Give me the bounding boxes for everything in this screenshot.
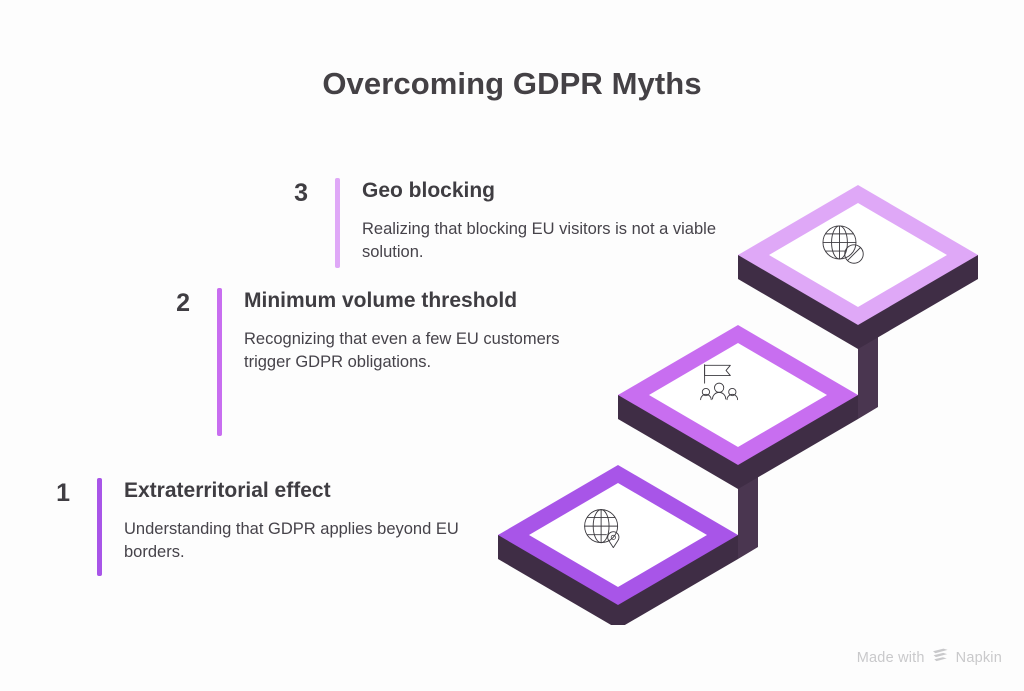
step-text-2: Minimum volume threshold Recognizing tha…	[244, 288, 570, 375]
step-accent-bar-2	[217, 288, 222, 436]
step-2-plate-face	[649, 343, 827, 447]
watermark-brand: Napkin	[955, 649, 1002, 666]
step-description-2: Recognizing that even a few EU customers…	[244, 330, 560, 372]
flag-people-group-icon	[700, 364, 739, 401]
step-accent-bar-3	[335, 178, 340, 268]
step-block-1: 1 Extraterritorial effect Understanding …	[30, 478, 470, 576]
staircase-step-3	[738, 185, 978, 349]
step-3-plate-face	[769, 203, 947, 307]
globe-prohibition-icon	[822, 225, 864, 264]
globe-location-pin-icon	[584, 509, 620, 549]
isometric-staircase-graphic	[480, 135, 1020, 625]
step-description-1: Understanding that GDPR applies beyond E…	[124, 520, 459, 562]
step-number-2: 2	[176, 289, 190, 317]
step-heading-1: Extraterritorial effect	[124, 479, 331, 502]
staircase-step-2	[618, 313, 878, 489]
step-description-3: Realizing that blocking EU visitors is n…	[362, 220, 717, 262]
watermark: Made with Napkin	[857, 648, 1002, 667]
step-accent-bar-1	[97, 478, 102, 576]
step-heading-3: Geo blocking	[362, 179, 496, 202]
step-number-1: 1	[56, 479, 70, 507]
step-number-3: 3	[294, 179, 308, 207]
staircase-step-1	[498, 453, 758, 625]
watermark-prefix: Made with	[856, 649, 925, 666]
step-heading-2: Minimum volume threshold	[244, 289, 518, 312]
step-block-3: 3 Geo blocking Realizing that blocking E…	[268, 178, 718, 268]
step-text-1: Extraterritorial effect Understanding th…	[124, 478, 470, 565]
step-text-3: Geo blocking Realizing that blocking EU …	[362, 178, 718, 265]
napkin-chevron-stack-icon	[932, 648, 949, 667]
page-title: Overcoming GDPR Myths	[322, 66, 702, 101]
step-block-2: 2 Minimum volume threshold Recognizing t…	[150, 288, 570, 436]
